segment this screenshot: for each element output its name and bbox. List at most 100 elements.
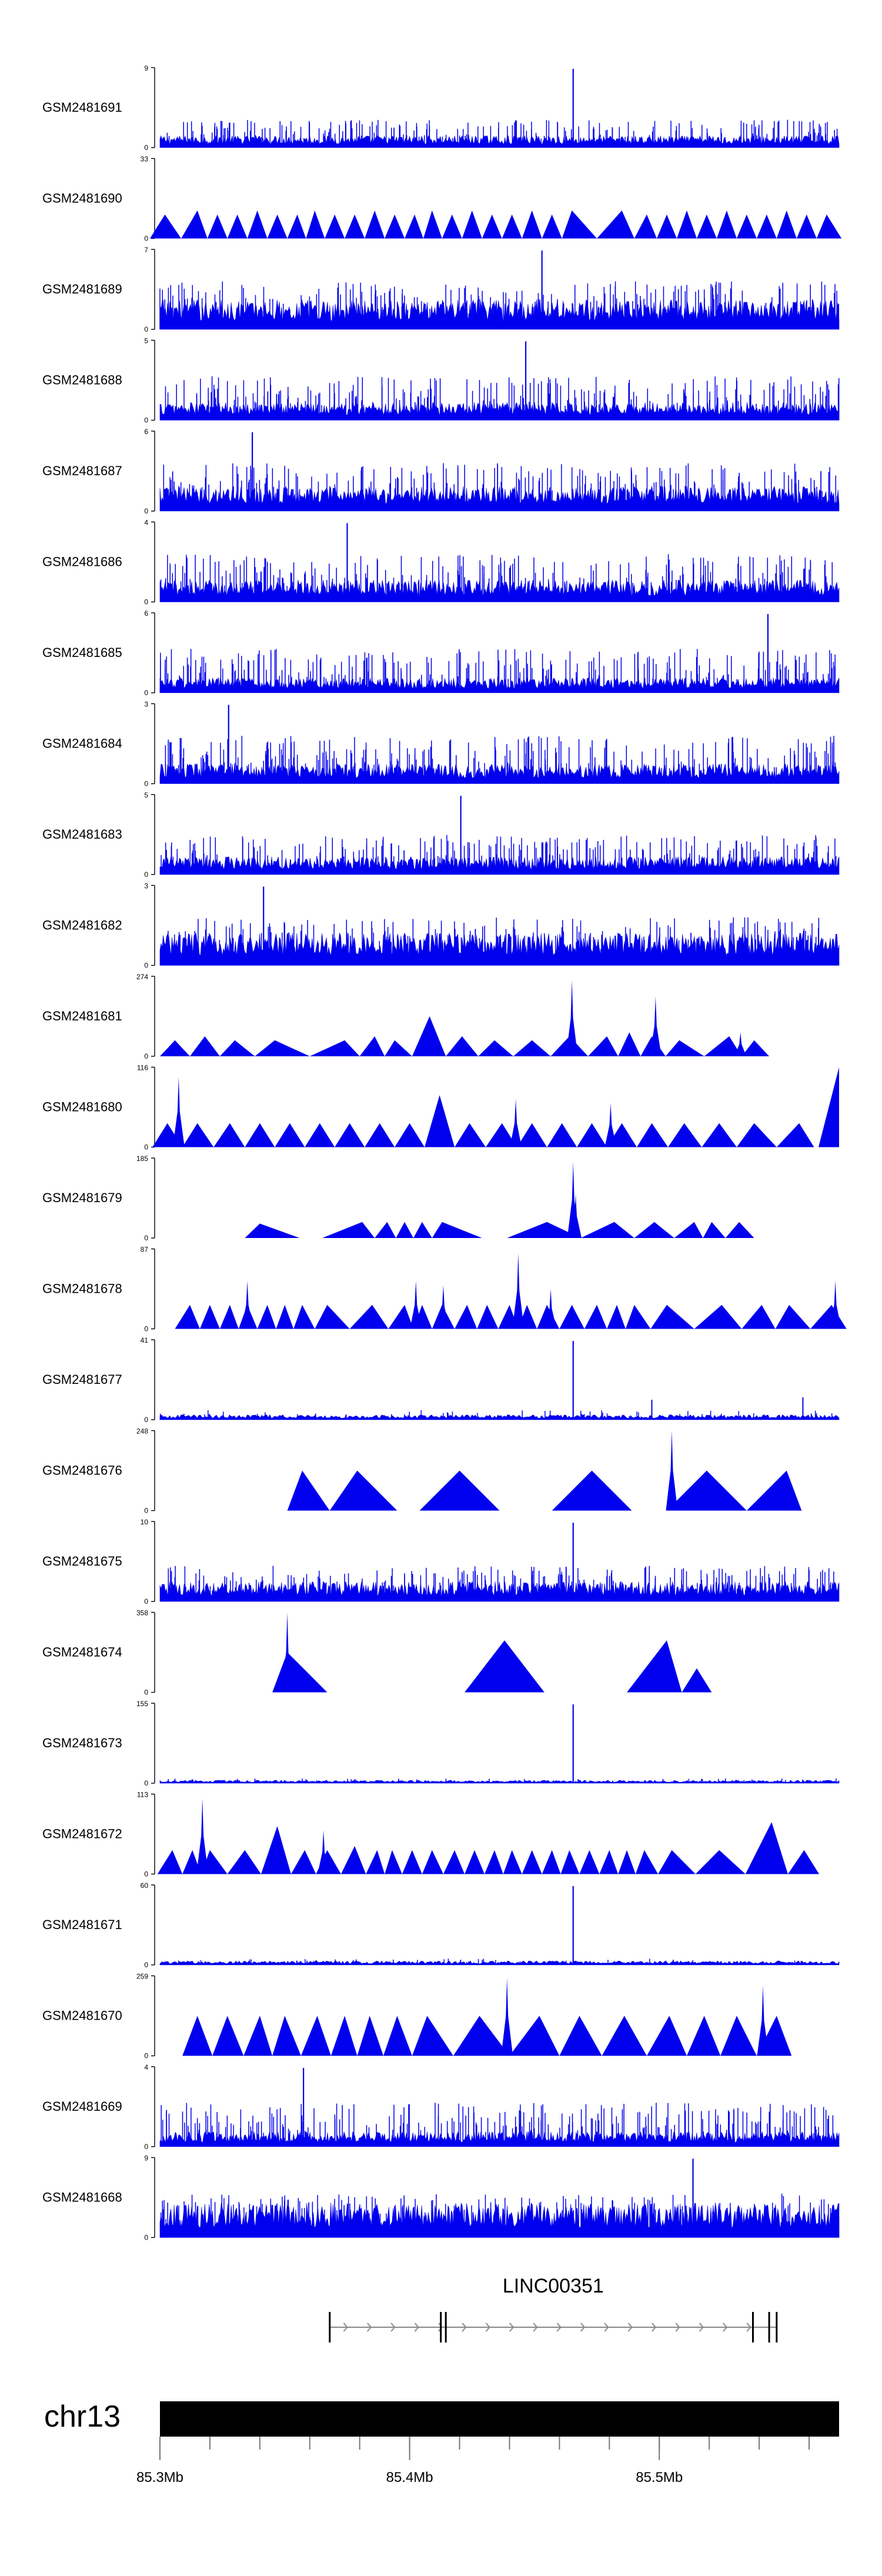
coverage-peak bbox=[577, 1123, 607, 1147]
coverage-peak bbox=[405, 214, 423, 239]
coverage-peak bbox=[665, 1040, 704, 1056]
y-tick-label-zero: 0 bbox=[144, 2143, 148, 2151]
coverage-peak bbox=[736, 1123, 777, 1147]
strand-arrow bbox=[390, 2323, 396, 2332]
coverage-peak bbox=[517, 1123, 547, 1147]
track-gsm2481684: GSM2481684 3 0 bbox=[42, 700, 840, 788]
coverage-peak bbox=[227, 1850, 261, 1874]
coverage-peak bbox=[465, 1850, 485, 1874]
gene-model-track: LINC00351 bbox=[329, 2275, 778, 2343]
coverage-peak bbox=[756, 214, 777, 239]
coverage-peak bbox=[650, 1304, 694, 1329]
coverage-spike bbox=[241, 1280, 253, 1329]
coverage-peak bbox=[745, 1822, 788, 1874]
coverage-peak bbox=[674, 1222, 703, 1238]
track-gsm2481671: GSM2481671 60 0 bbox=[42, 1881, 840, 1969]
track-label: GSM2481686 bbox=[42, 555, 122, 569]
strand-arrow bbox=[414, 2323, 419, 2332]
strand-arrow bbox=[343, 2323, 348, 2332]
track-gsm2481686: GSM2481686 4 0 bbox=[42, 519, 840, 606]
coverage-peak bbox=[618, 1032, 641, 1056]
coverage-peak bbox=[547, 1123, 577, 1147]
coverage-peak bbox=[775, 1304, 811, 1329]
coverage-peak bbox=[182, 1850, 202, 1874]
coverage-peak bbox=[455, 1123, 486, 1147]
coverage-peak bbox=[542, 1850, 561, 1874]
y-tick-label-zero: 0 bbox=[144, 416, 148, 425]
coverage-spike bbox=[501, 1977, 513, 2056]
track-label: GSM2481684 bbox=[42, 736, 122, 751]
coverage-spike bbox=[734, 1032, 747, 1056]
y-tick-label-zero: 0 bbox=[144, 235, 148, 243]
coverage-peak bbox=[741, 1040, 770, 1056]
coverage-peak bbox=[485, 1850, 503, 1874]
strand-arrow bbox=[556, 2323, 562, 2332]
y-tick-label-zero: 0 bbox=[144, 1689, 148, 1697]
coverage-spike bbox=[172, 1076, 185, 1147]
coverage-peak bbox=[446, 1036, 479, 1056]
coverage-peak bbox=[375, 1222, 396, 1238]
coverage-area bbox=[159, 485, 840, 512]
y-tick-label-max: 7 bbox=[144, 246, 148, 254]
track-gsm2481672: GSM2481672 113 0 bbox=[42, 1791, 819, 1878]
track-label: GSM2481682 bbox=[42, 918, 122, 933]
coverage-peak bbox=[272, 1652, 328, 1693]
coverage-peak bbox=[329, 1470, 397, 1511]
coverage-peak bbox=[201, 1850, 228, 1874]
coverage-peak bbox=[315, 1304, 350, 1329]
coverage-peak bbox=[365, 210, 385, 239]
track-gsm2481691: GSM2481691 9 0 bbox=[42, 64, 840, 152]
y-tick-label-zero: 0 bbox=[144, 1234, 148, 1242]
coverage-peak bbox=[522, 1850, 542, 1874]
coverage-peak bbox=[776, 210, 797, 239]
strand-arrow bbox=[699, 2323, 704, 2332]
coverage-peak bbox=[181, 210, 208, 239]
y-tick-label-max: 6 bbox=[144, 609, 148, 618]
coverage-peak bbox=[227, 214, 248, 239]
y-tick-label-max: 5 bbox=[144, 791, 148, 799]
coverage-peak bbox=[453, 2016, 510, 2056]
coverage-peak bbox=[357, 2016, 383, 2056]
track-label: GSM2481669 bbox=[42, 2099, 122, 2114]
coverage-peak bbox=[349, 1304, 389, 1329]
track-label: GSM2481668 bbox=[42, 2190, 122, 2205]
coverage-spike bbox=[649, 996, 662, 1056]
coverage-peak bbox=[667, 1470, 747, 1511]
coverage-peak bbox=[305, 1123, 335, 1147]
coverage-peak bbox=[275, 1123, 305, 1147]
track-label: GSM2481681 bbox=[42, 1009, 122, 1023]
y-tick-label-zero: 0 bbox=[144, 1143, 148, 1152]
coverage-spike bbox=[570, 1194, 582, 1238]
coverage-peak bbox=[157, 1850, 183, 1874]
y-tick-label-max: 6 bbox=[144, 428, 148, 436]
coverage-spike bbox=[437, 1284, 449, 1329]
coverage-peak bbox=[199, 1304, 220, 1329]
coverage-peak bbox=[345, 214, 365, 239]
coverage-peak bbox=[579, 1850, 600, 1874]
coverage-peak bbox=[340, 1846, 366, 1874]
coverage-peak bbox=[602, 2016, 647, 2056]
coverage-peak bbox=[396, 1222, 413, 1238]
coverage-peak bbox=[365, 1123, 395, 1147]
y-tick-label-zero: 0 bbox=[144, 2052, 148, 2060]
coverage-spike bbox=[410, 1280, 422, 1329]
y-tick-label-max: 33 bbox=[141, 155, 149, 163]
strand-arrow bbox=[438, 2323, 443, 2332]
coverage-peak bbox=[588, 1036, 619, 1056]
coverage-peak bbox=[482, 214, 502, 239]
coverage-peak bbox=[599, 1850, 619, 1874]
track-gsm2481676: GSM2481676 248 0 bbox=[42, 1427, 802, 1515]
coverage-peak bbox=[267, 214, 288, 239]
coverage-peak bbox=[560, 1850, 580, 1874]
coverage-peak bbox=[182, 2016, 213, 2056]
track-gsm2481668: GSM2481668 9 0 bbox=[42, 2154, 840, 2242]
coverage-peak bbox=[625, 1304, 651, 1329]
track-gsm2481669: GSM2481669 4 0 bbox=[42, 2063, 840, 2151]
coverage-area bbox=[159, 1581, 840, 1602]
track-gsm2481688: GSM2481688 5 0 bbox=[42, 337, 840, 425]
coverage-peak bbox=[175, 1304, 200, 1329]
coverage-peak bbox=[796, 214, 817, 239]
coverage-peak bbox=[385, 1040, 412, 1056]
track-label: GSM2481670 bbox=[42, 2008, 122, 2023]
